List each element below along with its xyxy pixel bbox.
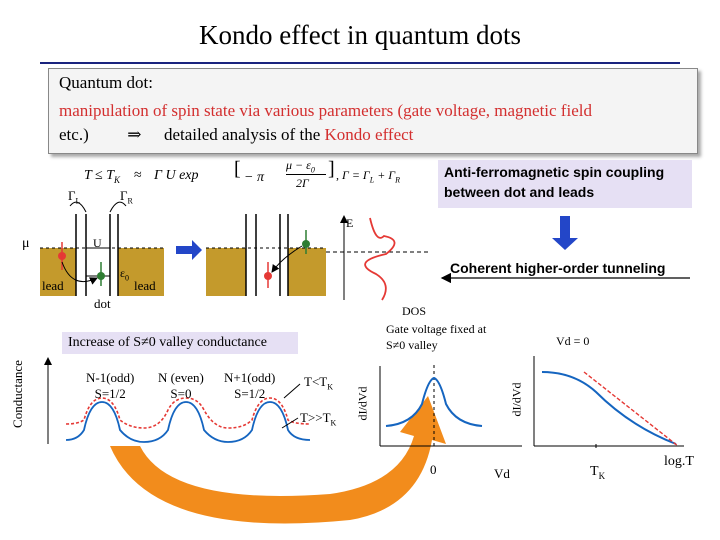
left-lead-2 (206, 248, 246, 296)
conductance-banner: Increase of S≠0 valley conductance (62, 332, 298, 354)
didv-panel (372, 322, 378, 446)
intro-kondo-effect: Kondo effect (324, 125, 414, 144)
formula-frac-num: μ − ε (286, 158, 311, 172)
formula-frac-den: 2Γ (296, 176, 309, 190)
valley-label-3: N+1(odd) S=1/2 (224, 370, 276, 401)
intro-line-3-a: etc.) (59, 125, 89, 144)
formula-minus-pi: − π (244, 170, 264, 185)
t-high-pointer (281, 417, 299, 429)
didv-x0: 0 (430, 462, 437, 477)
eps-label: ε0 (120, 266, 130, 283)
lead-right-label: lead (134, 278, 156, 293)
kondo-formula: T ≤ TK ≈ Γ U exp [ − π μ − ε0 2Γ ] , Γ =… (84, 158, 401, 190)
page-title: Kondo effect in quantum dots (199, 20, 521, 50)
t-low-pointer (283, 383, 301, 399)
implies-arrow-icon: ⇒ (127, 125, 142, 144)
formula-tail-sub1: L (369, 175, 375, 185)
barrier-2-right (279, 214, 289, 296)
coupling-note: Anti-ferromagnetic spin coupling between… (438, 160, 692, 208)
gamma-arc-left (69, 201, 87, 213)
formula-tail-plus: + Γ (374, 168, 396, 182)
didv-note-1: Gate voltage fixed at (386, 322, 487, 336)
tunnel-arrow-2 (271, 245, 303, 273)
valley-label-2: N (even) S=0 (158, 370, 204, 401)
temp-xlabel: log.T (664, 454, 694, 469)
right-lead-2 (288, 248, 326, 296)
intro-line-2: manipulation of spin state via various p… (59, 101, 592, 120)
dos-curve (364, 217, 396, 301)
coupling-note-line-2: between dot and leads (444, 184, 595, 200)
didv-ylabel: dI/dVd (355, 386, 370, 421)
conductance-curve-low-t (65, 397, 311, 429)
tk-label: TK (590, 464, 606, 481)
formula-lhs-sub: K (114, 174, 121, 185)
temp-note: Vd = 0 (556, 334, 590, 348)
dos-label: DOS (402, 304, 427, 318)
formula-approx: ≈ (134, 168, 142, 183)
t-low-label: T<TK (304, 374, 333, 392)
intro-box: Quantum dot: manipulation of spin state … (48, 68, 698, 154)
down-arrow (552, 216, 578, 250)
coherent-label: Coherent higher-order tunneling (450, 260, 666, 276)
valley-label-1: N-1(odd) S=1/2 (86, 370, 135, 401)
u-label: U (93, 236, 102, 250)
big-orange-arrow (110, 396, 446, 524)
formula-lhs: T ≤ T (84, 168, 115, 183)
gamma-r-label: ΓR (120, 188, 133, 206)
right-lead (118, 248, 164, 296)
temp-curve (541, 371, 677, 445)
intro-line-3-b: detailed analysis of the (163, 125, 325, 144)
conductance-curve-high-t (65, 401, 311, 443)
barrier-left (75, 214, 87, 296)
didv-curve (385, 376, 483, 427)
dot-label: dot (94, 296, 111, 311)
formula-frac-num-sub: 0 (310, 165, 315, 175)
energy-label: E (346, 216, 354, 230)
intro-line-1: Quantum dot: (59, 73, 153, 92)
lead-left-label: lead (42, 278, 64, 293)
gamma-l-label: ΓL (68, 188, 81, 206)
title-rule (40, 62, 680, 64)
t-high-label: T>>TK (300, 410, 337, 428)
tunnel-arrow-left (61, 261, 98, 285)
conductance-ylabel: Conductance (9, 360, 25, 428)
coupling-note-line-1: Anti-ferromagnetic spin coupling (444, 164, 665, 180)
formula-mid: Γ U exp (154, 168, 199, 183)
gamma-arc-right (109, 201, 127, 213)
formula-tail: , Γ = Γ (336, 168, 370, 182)
process-arrow (176, 240, 202, 260)
mu-label: μ (22, 236, 30, 251)
barrier-2-left (245, 214, 257, 296)
temp-ylabel: dI/dVd (509, 382, 524, 417)
didv-note-2: S≠0 valley (386, 338, 438, 352)
temp-tangent (583, 371, 679, 447)
formula-tail-sub2: R (395, 175, 401, 185)
intro-line-3: etc.) ⇒ detailed analysis of the Kondo e… (59, 125, 413, 145)
barrier-right (109, 214, 119, 296)
didv-xlabel: Vd (494, 466, 510, 481)
